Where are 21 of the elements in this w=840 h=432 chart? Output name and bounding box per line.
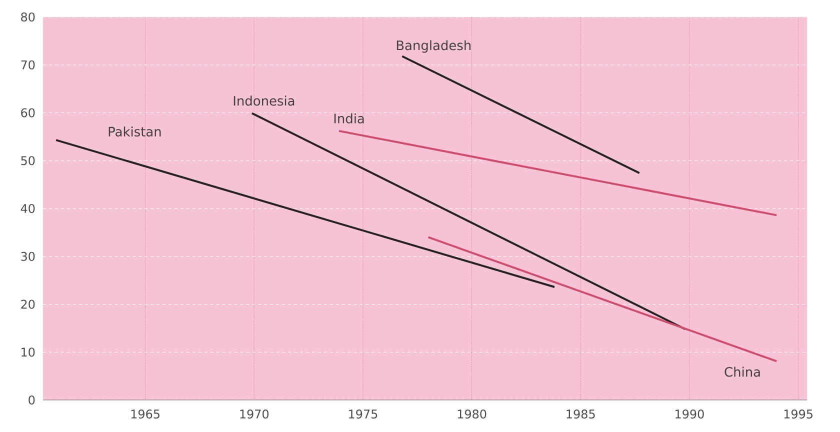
- series-label: Pakistan: [108, 126, 161, 137]
- series-label: Bangladesh: [396, 40, 471, 53]
- x-tick-label: 1980: [458, 410, 486, 419]
- y-tick-label: 40: [20, 204, 35, 214]
- y-tick-label: 50: [21, 156, 35, 166]
- series-label: Indonesia: [234, 96, 294, 106]
- y-tick-label: 10: [22, 348, 35, 357]
- x-tick-label: 1975: [349, 410, 378, 419]
- x-tick-label: 1965: [131, 410, 160, 419]
- y-tick-label: 20: [21, 300, 35, 309]
- series-label: China: [724, 366, 760, 377]
- x-tick-label: 1985: [566, 410, 595, 419]
- series-label: India: [334, 113, 364, 124]
- y-tick-label: 30: [21, 252, 35, 261]
- y-tick-label: 70: [21, 60, 35, 70]
- x-tick-label: 1990: [676, 410, 704, 419]
- x-tick-label: 1995: [784, 410, 812, 419]
- x-tick-label: 1970: [240, 410, 269, 419]
- y-tick-label: 80: [21, 12, 35, 22]
- y-tick-label: 0: [28, 395, 35, 405]
- y-tick-label: 60: [21, 108, 35, 118]
